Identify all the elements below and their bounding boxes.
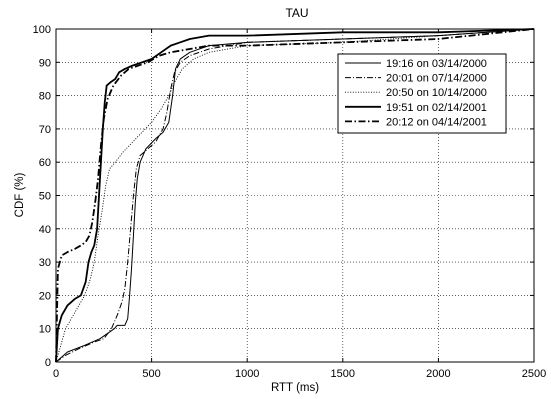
y-axis-title: CDF (%) [14,172,26,217]
series-line-4 [55,28,535,363]
legend-label-4: 19:51 on 02/14/2001 [386,102,487,114]
series-lines [55,28,535,363]
x-tick-label: 2000 [426,368,450,380]
y-tick-label: 40 [39,224,51,236]
legend-box [337,53,507,134]
y-tick-label: 100 [33,24,51,36]
x-tick-label: 0 [53,368,59,380]
series-line-2 [55,28,535,363]
y-tick-label: 0 [45,357,51,369]
x-axis-ticks: 0 500 1000 1500 2000 2500 [53,29,546,380]
y-tick-label: 20 [39,290,51,302]
x-tick-label: 2500 [522,368,546,380]
legend-label-2: 20:01 on 07/14/2000 [386,73,487,85]
legend-label-3: 20:50 on 10/14/2000 [386,87,487,99]
y-tick-label: 10 [39,324,51,336]
legend: 19:16 on 03/14/2000 20:01 on 07/14/2000 20… [337,53,507,134]
series-line-1 [55,28,535,363]
legend-label-5: 20:12 on 04/14/2001 [386,116,487,128]
x-tick-label: 500 [142,368,160,380]
x-tick-label: 1000 [235,368,259,380]
y-tick-label: 50 [39,191,51,203]
chart-title: TAU [285,6,308,20]
series-line-5 [55,28,535,363]
x-tick-label: 1500 [331,368,355,380]
y-tick-label: 60 [39,157,51,169]
x-axis-title: RTT (ms) [271,382,319,394]
legend-label-1: 19:16 on 03/14/2000 [386,58,487,70]
y-tick-label: 80 [39,91,51,103]
series-line-3 [55,28,535,363]
y-tick-label: 30 [39,257,51,269]
y-tick-label: 70 [39,124,51,136]
y-tick-label: 90 [39,57,51,69]
y-axis-ticks: 0 10 20 30 40 50 60 70 80 90 100 [33,24,534,369]
